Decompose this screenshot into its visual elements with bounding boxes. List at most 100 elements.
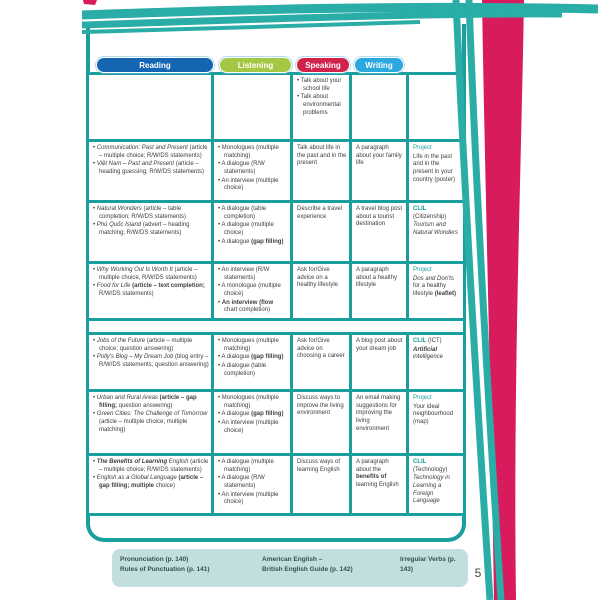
text-segment: (article – multiple choice; R/W/DS state… [99, 459, 209, 473]
text-segment: CLIL [413, 206, 427, 212]
text-segment: (gap filling) [251, 354, 284, 361]
bullet-item: • A dialogue (R/W statements) [218, 161, 288, 176]
text-segment: (Technology) [413, 466, 448, 473]
bullet-icon: • [218, 206, 222, 212]
bullet-item: • Communication: Past and Present (artic… [93, 145, 209, 160]
bullet-item: • An interview (multiple choice) [218, 178, 288, 193]
cell-line: Project [413, 145, 461, 153]
table-cell: • The Benefits of Learning English (arti… [89, 456, 211, 513]
cell-line: Ask for/Give advice on choosing a career [297, 338, 347, 361]
table-cell: • An interview (R/W statements) • A monol… [214, 264, 290, 318]
bullet-icon: • [93, 395, 97, 401]
text-segment: Urban and Rural Areas [96, 395, 160, 401]
table-cell [409, 75, 463, 139]
text-segment: Monologues (multiple matching) [221, 145, 279, 159]
footer-line: British English Guide (p. 142) [262, 565, 353, 573]
text-segment: question answering) [117, 402, 173, 409]
bullet-item: • A dialogue (gap filling) [218, 354, 288, 362]
cell-line: A paragraph about a healthy lifestyle [356, 267, 404, 290]
footer-reference-item: American English – British English Guide … [262, 555, 400, 587]
cell-line: Project [413, 267, 461, 275]
table-cell: Ask for/Give advice on choosing a career [293, 335, 349, 389]
text-segment: A monologue (multiple choice) [221, 283, 281, 298]
text-segment: Discuss ways to improve the living envir… [297, 395, 344, 417]
bullet-icon: • [93, 283, 97, 290]
bullet-item: • Talk about environmental problems [297, 94, 347, 117]
text-segment: (Citizenship) [413, 213, 447, 220]
table-cell: Describe a travel experience [293, 203, 349, 261]
text-segment: An interview (multiple choice) [221, 420, 279, 434]
text-segment: A paragraph about the [356, 459, 389, 473]
unit-separator [89, 321, 463, 332]
text-segment: English as a Global Language [96, 475, 179, 482]
text-segment: A paragraph about your family life [356, 145, 402, 167]
table-cell: Project Dos and Don'ts for a healthy life… [409, 264, 463, 318]
bullet-icon: • [218, 395, 222, 401]
teal-curve-right-2 [465, 0, 505, 600]
cell-line: Dos and Don'ts for a healthy lifestyle (… [413, 276, 461, 299]
cell-line: Discuss ways to improve the living envir… [297, 395, 347, 418]
text-segment: English [168, 459, 191, 465]
bullet-icon: • [93, 161, 97, 168]
text-segment: Monologues (multiple matching) [221, 338, 279, 352]
text-segment: A dialogue (multiple matching) [221, 459, 274, 473]
bullet-item: • Phú Quốc Island (advert – heading matc… [93, 222, 209, 237]
text-segment: intelligence [413, 354, 444, 361]
text-segment: Dos and Don'ts [413, 275, 454, 282]
text-segment: (article – multiple choice; question ans… [99, 338, 193, 352]
text-segment: An email making suggestions for improvin… [356, 395, 401, 432]
text-segment: An interview (R/W statements) [221, 267, 270, 281]
table-cell: CLIL (Technology) Technology in Learning … [409, 456, 463, 513]
table-cell: • Why Working Out Is Worth It (article –… [89, 264, 211, 318]
table-cell: • Jobs of the Future (article – multiple… [89, 335, 211, 389]
cell-line: A paragraph about the benefits of learni… [356, 459, 404, 490]
bullet-item: • Jobs of the Future (article – multiple… [93, 338, 209, 353]
bullet-icon: • [93, 145, 97, 151]
teal-brush-stroke-top-1 [81, 2, 599, 20]
bullet-item: • Việt Nam – Past and Present (article –… [93, 161, 209, 176]
table-cell: Discuss ways to improve the living envir… [293, 392, 349, 453]
bullet-icon: • [218, 338, 222, 344]
text-segment: Communication: Past and Present [96, 145, 190, 151]
pink-corner-mark [83, 0, 97, 5]
text-segment: The Benefits of Learning [96, 459, 169, 465]
footer-line: Pronunciation (p. 140) [120, 556, 189, 563]
bullet-icon: • [218, 267, 222, 273]
text-segment: (advert – heading matching; R/W/DS state… [99, 222, 190, 237]
bullet-icon: • [218, 222, 222, 229]
cell-line: Tourism and Natural Wonders [413, 222, 461, 237]
table-cell [352, 75, 406, 139]
text-segment: CLIL [413, 338, 427, 344]
footer-reference-item: Irregular Verbs (p. 143) [400, 555, 468, 587]
table-cell [214, 75, 290, 139]
footer-reference-item: Pronunciation (p. 140) Rules of Punctuati… [120, 555, 262, 587]
bullet-item: • A dialogue (table completion) [218, 363, 288, 378]
text-segment: Green Cities: The Challenge of Tomorrow [96, 411, 208, 418]
syllabus-table: • Talk about your school life • Talk abou… [86, 72, 466, 516]
text-segment: Talk about environmental problems [300, 94, 341, 116]
cell-line: Project [413, 395, 461, 403]
reference-footer: Pronunciation (p. 140) Rules of Punctuati… [112, 549, 468, 587]
text-segment: Discuss ways of learning English [297, 459, 341, 473]
bullet-icon: • [297, 78, 301, 84]
text-segment: benefits of [356, 474, 387, 481]
page-number: 5 [474, 566, 482, 580]
bullet-item: • A dialogue (gap filling) [218, 411, 288, 419]
bullet-item: • Monologues (multiple matching) [218, 338, 288, 353]
bullet-icon: • [218, 491, 222, 498]
text-segment: (article – multiple choice; multiple mat… [99, 419, 188, 433]
table-cell: A travel blog post about a tourist desti… [352, 203, 406, 261]
bullet-icon: • [93, 475, 97, 482]
cell-line: A paragraph about your family life [356, 145, 404, 168]
bullet-item: • A dialogue (multiple choice) [218, 222, 288, 237]
bullet-item: • Urban and Rural Areas (article – gap f… [93, 395, 209, 410]
text-segment: A dialogue (multiple choice) [221, 222, 274, 237]
text-segment: A dialogue (table completion) [221, 206, 267, 220]
text-segment: Tourism and Natural Wonders [413, 222, 459, 237]
cell-line: Describe a travel experience [297, 206, 347, 221]
text-segment: Talk about your school life [300, 78, 342, 92]
footer-line: American English – [262, 556, 323, 563]
text-segment: A dialogue (table completion) [221, 363, 267, 377]
text-segment: A dialogue [221, 411, 252, 418]
text-segment: An interview (multiple choice) [221, 491, 279, 506]
